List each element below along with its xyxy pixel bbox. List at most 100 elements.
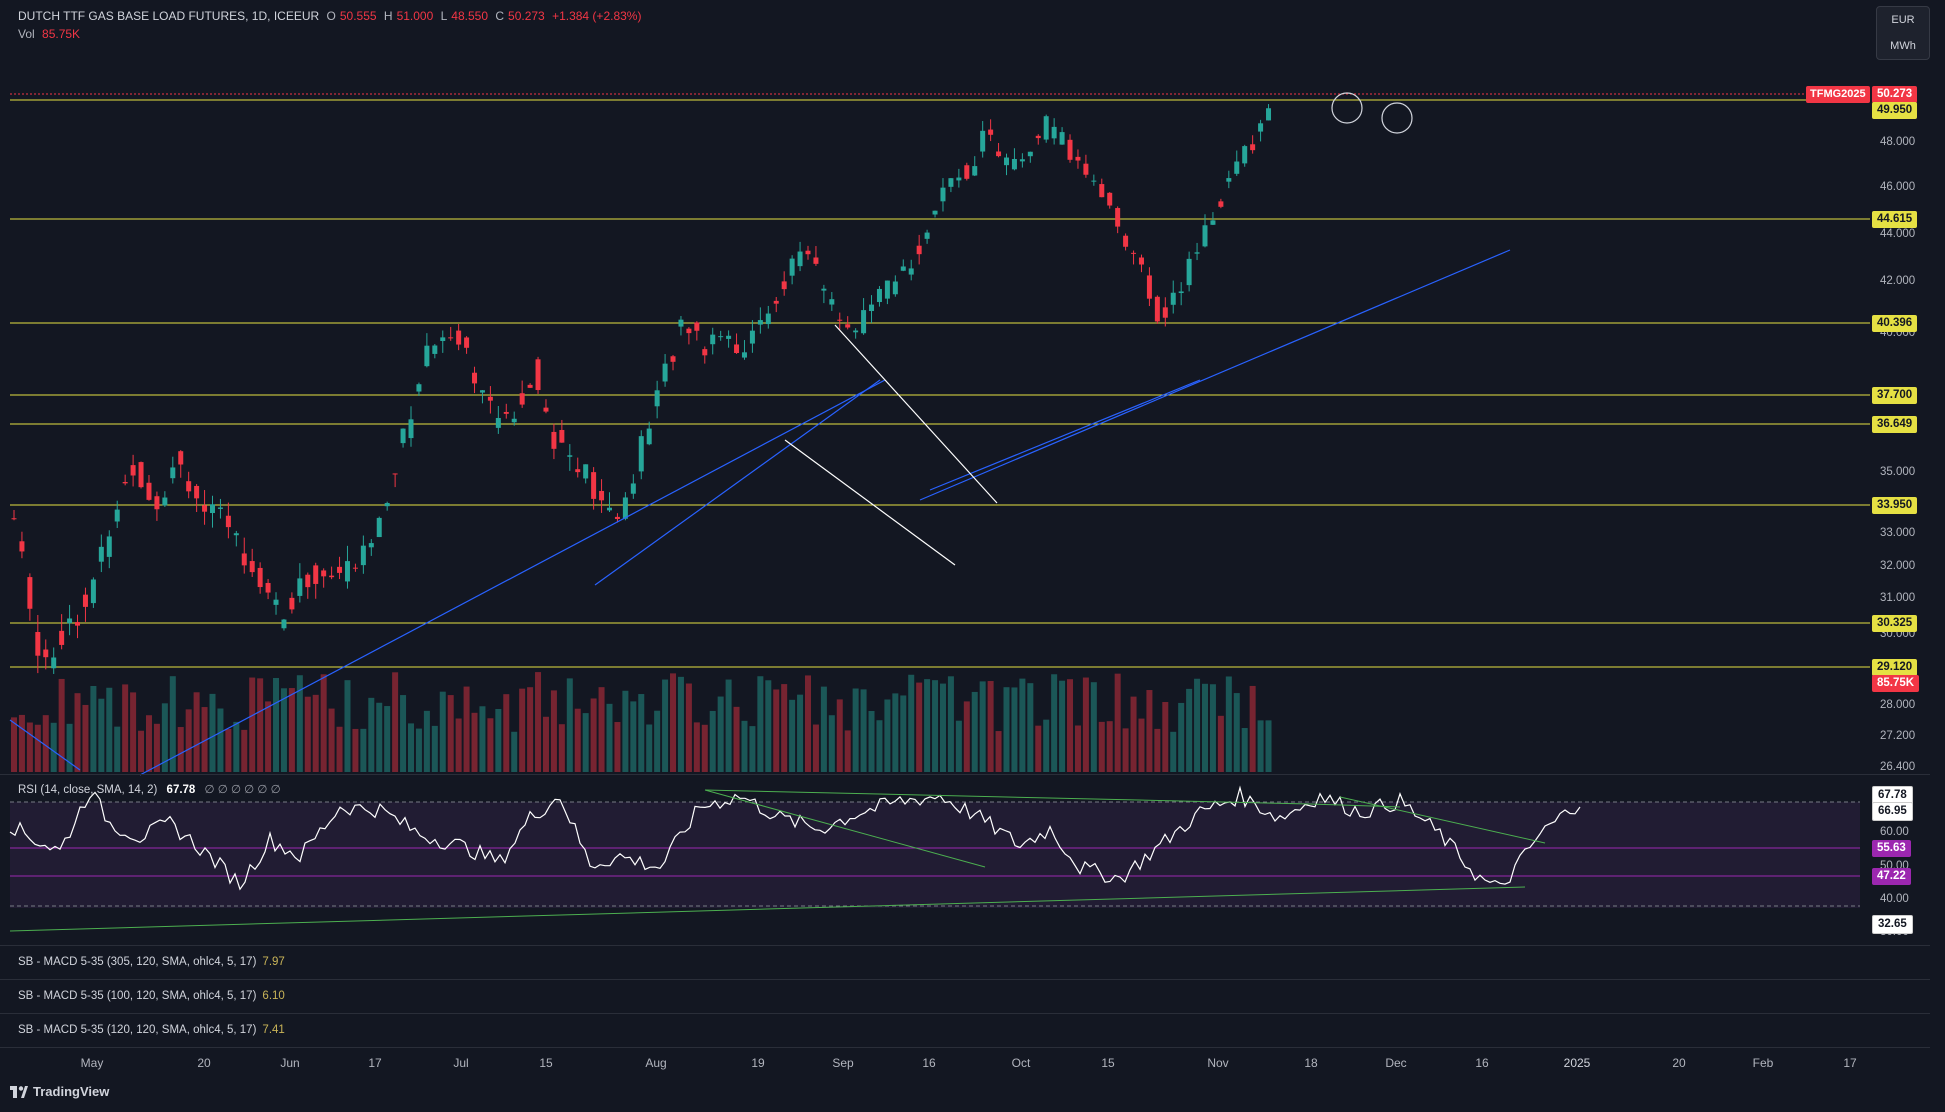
rsi-legend[interactable]: RSI (14, close, SMA, 14, 2) 67.78 ∅ ∅ ∅ … <box>18 784 281 796</box>
volume-bar <box>1043 719 1050 772</box>
volume-bar <box>360 728 367 772</box>
price-axis-label: 28.000 <box>1880 699 1916 711</box>
rsi-divergence-lines[interactable] <box>9 789 1546 932</box>
macd-legend-3[interactable]: SB - MACD 5-35 (120, 120, SMA, ohlc4, 5,… <box>18 1024 285 1036</box>
volume-bar <box>352 728 359 772</box>
candle-body <box>313 565 319 584</box>
volume-bar <box>1225 676 1232 772</box>
level-tag: 36.649 <box>1872 416 1918 433</box>
volume-bar <box>852 688 859 772</box>
candle-body <box>27 577 33 609</box>
unit-label[interactable]: MWh <box>1890 40 1916 52</box>
wedge-lines[interactable] <box>784 324 998 566</box>
candle-body <box>654 390 660 407</box>
currency-label[interactable]: EUR <box>1891 14 1915 26</box>
candle-body <box>249 561 255 573</box>
price-axis-label: 35.000 <box>1880 466 1916 478</box>
volume-bar <box>519 688 526 772</box>
macd-legend-1[interactable]: SB - MACD 5-35 (305, 120, SMA, ohlc4, 5,… <box>18 956 285 968</box>
volume-bar <box>1067 679 1074 772</box>
pane-separator[interactable] <box>0 1047 1930 1048</box>
volume-bar <box>1178 702 1185 772</box>
time-label: Nov <box>1207 1056 1229 1070</box>
volume-bar <box>193 692 200 772</box>
volume-bar <box>304 696 311 772</box>
top-circle-2 <box>1381 102 1413 134</box>
volume-bar <box>1233 693 1240 772</box>
pane-separator[interactable] <box>0 945 1930 946</box>
candle-body <box>829 299 835 305</box>
rsi-line <box>9 785 1581 891</box>
macd-legend-2[interactable]: SB - MACD 5-35 (100, 120, SMA, ohlc4, 5,… <box>18 990 285 1002</box>
rsi-pane-canvas[interactable] <box>0 775 1870 945</box>
level-tag: 49.950 <box>1872 102 1918 119</box>
volume-tag: 85.75K <box>1872 675 1920 692</box>
price-axis-label: 42.000 <box>1880 275 1916 287</box>
candle-body <box>265 582 271 593</box>
candle-body <box>559 429 565 443</box>
candle-body <box>1194 252 1200 254</box>
candle-body <box>876 288 882 303</box>
volume-bar <box>765 680 772 772</box>
time-label: 20 <box>1672 1056 1686 1070</box>
candle-body <box>1027 151 1033 157</box>
double-top-markers[interactable] <box>1331 92 1413 134</box>
candle-body <box>837 319 843 321</box>
volume-bar <box>280 688 287 772</box>
volume-bar <box>233 721 240 772</box>
volume-bar <box>273 677 280 772</box>
candle-body <box>1162 307 1168 318</box>
candle-body <box>924 232 930 239</box>
candle-body <box>646 428 652 445</box>
candle-body <box>861 310 867 334</box>
trendline-early <box>9 719 81 771</box>
currency-unit-selector[interactable]: EUR MWh <box>1876 6 1930 60</box>
level-tag: 33.950 <box>1872 497 1918 514</box>
candle-body <box>43 649 49 658</box>
candle-body <box>988 129 994 135</box>
volume-bar <box>932 680 939 772</box>
volume-bar <box>693 722 700 772</box>
volume-bar <box>590 698 597 772</box>
candle-body <box>368 543 374 548</box>
level-tag: 40.396 <box>1872 315 1918 332</box>
candle-body <box>599 490 605 501</box>
volume-bar <box>558 724 565 772</box>
candle-body <box>98 546 104 562</box>
candle-body <box>813 257 819 264</box>
candle-body <box>694 322 700 331</box>
candle-body <box>273 599 279 605</box>
candle-body <box>329 575 335 578</box>
candle-body <box>392 473 398 475</box>
top-circle-1 <box>1331 92 1363 124</box>
time-label: Jun <box>280 1056 300 1070</box>
volume-bar <box>1170 731 1177 772</box>
candle-body <box>1051 126 1057 139</box>
candle-body <box>1115 208 1121 227</box>
price-axis-label: 32.000 <box>1880 560 1916 572</box>
trendlines[interactable] <box>9 249 1511 776</box>
volume-bar <box>487 718 494 772</box>
volume-bar <box>447 695 454 772</box>
volume-bar <box>963 701 970 772</box>
volume-bar <box>900 695 907 772</box>
candle-body <box>162 497 168 506</box>
candle-body <box>1004 157 1009 166</box>
candle-body <box>686 328 692 334</box>
pane-separator[interactable] <box>0 979 1930 980</box>
time-label: 2025 <box>1563 1056 1591 1070</box>
volume-bar <box>1019 678 1026 772</box>
pane-separator[interactable] <box>0 1013 1930 1014</box>
time-label: 20 <box>197 1056 211 1070</box>
main-chart-canvas[interactable] <box>0 0 1870 1050</box>
close-value: 50.273 <box>508 9 545 23</box>
ticker-tag: TFMG2025 <box>1806 86 1870 103</box>
symbol-title[interactable]: DUTCH TTF GAS BASE LOAD FUTURES, 1D, ICE… <box>18 9 320 23</box>
tradingview-logo[interactable]: TradingView <box>10 1084 109 1099</box>
volume-bar <box>376 702 383 772</box>
volume-bar <box>495 708 502 772</box>
volume-bar <box>995 731 1002 772</box>
candle-body <box>567 455 573 457</box>
pane-separator[interactable] <box>0 774 1930 775</box>
volume-bar <box>789 699 796 772</box>
